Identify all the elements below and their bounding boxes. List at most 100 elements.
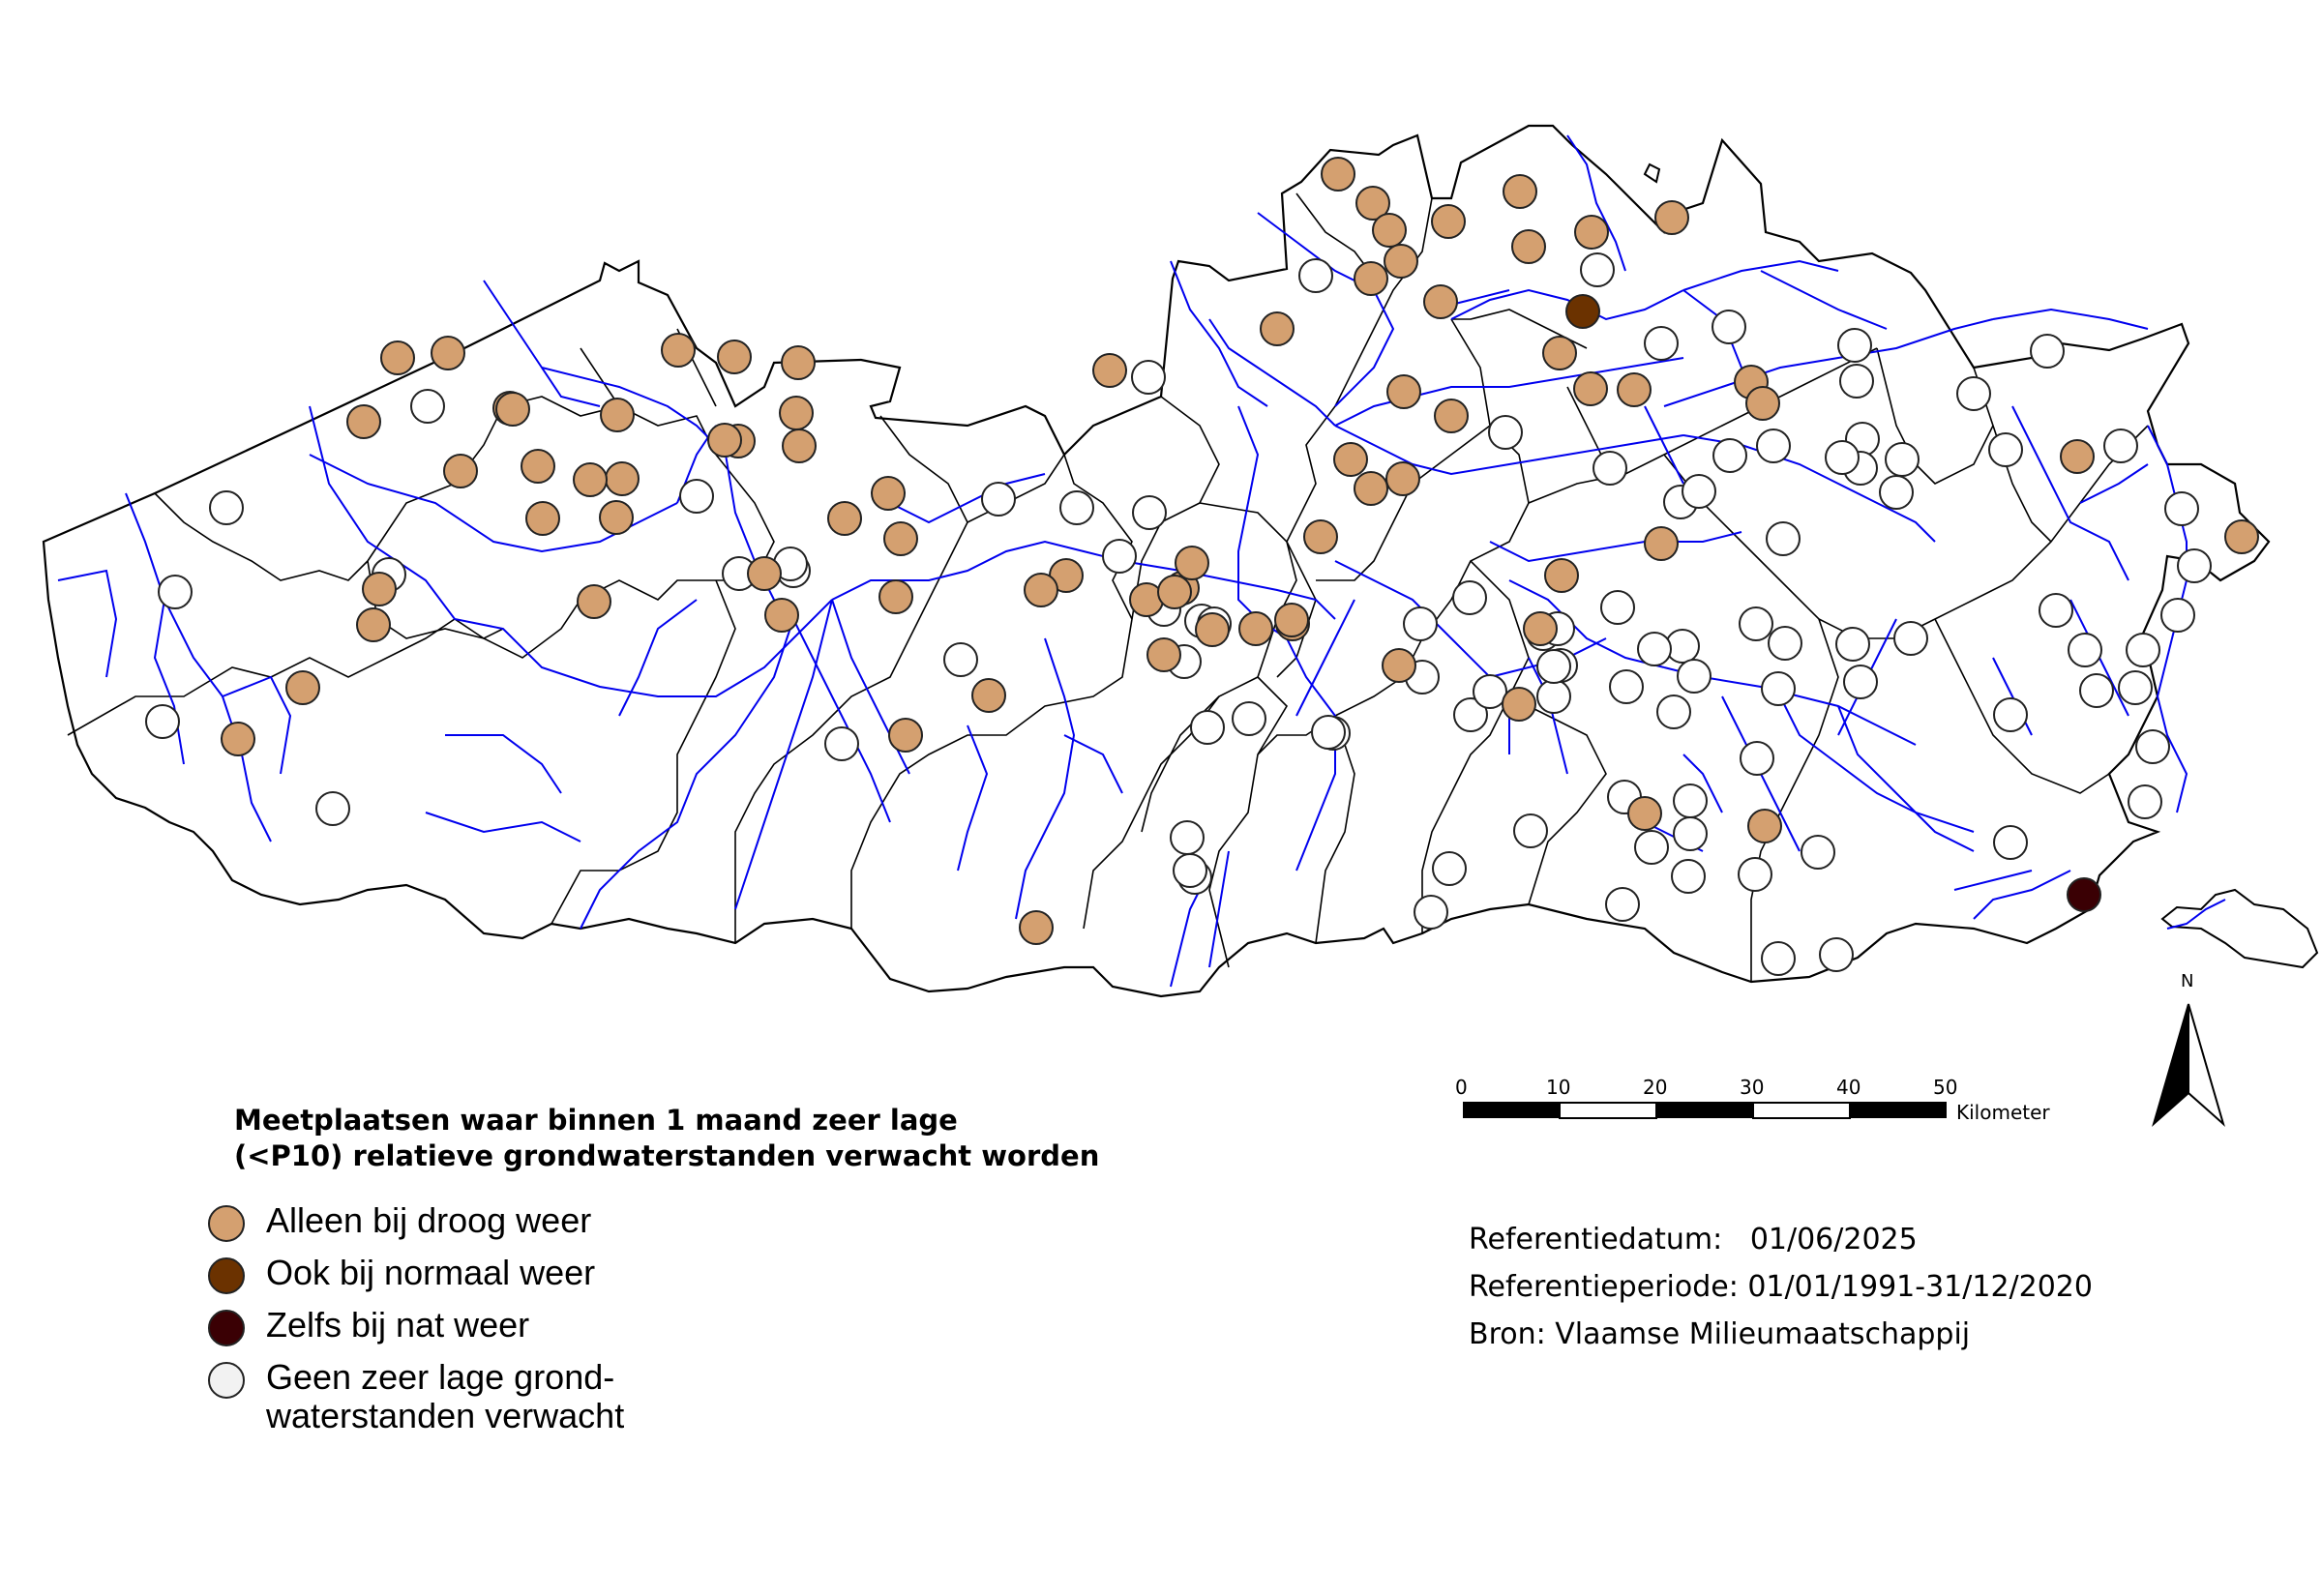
site-marker-geen xyxy=(1673,783,1708,818)
site-marker-geen xyxy=(943,642,978,677)
site-marker-droog xyxy=(443,454,478,488)
site-marker-droog xyxy=(431,336,465,370)
site-marker-geen xyxy=(1885,442,1920,477)
site-marker-geen xyxy=(2068,633,2102,667)
scale-segment-5 xyxy=(1850,1103,1947,1118)
site-marker-geen xyxy=(1766,521,1801,556)
site-marker-geen xyxy=(1473,674,1507,709)
site-marker-normaal xyxy=(1565,294,1600,329)
site-marker-droog xyxy=(1617,372,1652,407)
site-marker-geen xyxy=(1513,813,1548,848)
site-marker-geen xyxy=(1740,741,1774,776)
site-marker-droog xyxy=(1146,637,1181,672)
site-marker-geen xyxy=(1488,415,1523,450)
north-arrow xyxy=(2152,1003,2225,1128)
site-marker-droog xyxy=(380,340,415,375)
site-marker-droog xyxy=(1274,603,1309,637)
site-marker-geen xyxy=(1761,941,1796,976)
site-marker-geen xyxy=(2126,633,2160,667)
site-marker-droog xyxy=(782,429,817,463)
site-marker-droog xyxy=(717,340,752,374)
site-marker-droog xyxy=(346,404,381,439)
site-marker-droog xyxy=(1385,461,1420,496)
legend-swatch-normaal xyxy=(208,1257,245,1294)
reference-date: Referentiedatum: 01/06/2025 xyxy=(1469,1223,1918,1256)
site-marker-geen xyxy=(679,479,714,514)
site-marker-geen xyxy=(1837,328,1872,363)
site-marker-droog xyxy=(1542,336,1577,370)
site-marker-geen xyxy=(1634,830,1669,865)
site-marker-droog xyxy=(661,333,696,368)
site-marker-geen xyxy=(1414,895,1448,930)
site-marker-geen xyxy=(209,490,244,525)
site-marker-droog xyxy=(1386,374,1421,409)
scale-bar xyxy=(1463,1102,1947,1119)
site-marker-geen xyxy=(1768,626,1802,661)
scale-tick-40: 40 xyxy=(1836,1076,1861,1099)
site-marker-geen xyxy=(1993,697,2028,732)
site-marker-geen xyxy=(1593,451,1627,486)
site-marker-droog xyxy=(1502,687,1536,722)
site-marker-geen xyxy=(1173,853,1207,888)
site-marker-nat xyxy=(2067,877,2101,912)
site-marker-geen xyxy=(1102,539,1137,574)
site-marker-geen xyxy=(1580,252,1615,287)
site-marker-geen xyxy=(2128,784,2162,819)
site-marker-droog xyxy=(1175,546,1209,580)
site-marker-droog xyxy=(781,345,816,380)
legend-label-geen: Geen zeer lage grond- waterstanden verwa… xyxy=(266,1357,625,1435)
site-marker-droog xyxy=(1644,526,1679,561)
site-marker-droog xyxy=(1372,213,1407,248)
site-marker-droog xyxy=(888,718,923,753)
legend-swatch-geen xyxy=(208,1362,245,1399)
site-marker-droog xyxy=(1745,386,1780,421)
site-marker-geen xyxy=(1536,679,1571,714)
site-marker-geen xyxy=(1988,432,2023,467)
site-marker-geen xyxy=(1656,695,1691,729)
site-marker-geen xyxy=(1839,364,1874,399)
legend-item-geen: Geen zeer lage grond- waterstanden verwa… xyxy=(208,1358,624,1435)
site-marker-geen xyxy=(1712,438,1747,473)
site-marker-droog xyxy=(221,722,255,756)
site-marker-droog xyxy=(1503,174,1537,209)
site-marker-droog xyxy=(971,678,1006,713)
site-marker-droog xyxy=(1654,200,1689,235)
site-marker-geen xyxy=(1819,937,1854,972)
site-marker-droog xyxy=(1195,612,1230,647)
site-marker-droog xyxy=(577,584,611,619)
site-marker-droog xyxy=(1333,442,1368,477)
site-marker-droog xyxy=(827,501,862,536)
site-marker-droog xyxy=(1747,809,1782,843)
site-marker-droog xyxy=(1523,611,1558,646)
scale-tick-50: 50 xyxy=(1933,1076,1958,1099)
site-marker-geen xyxy=(981,482,1016,517)
legend-title-line-2: (<P10) relatieve grondwaterstanden verwa… xyxy=(234,1139,1100,1172)
site-marker-geen xyxy=(1298,258,1333,293)
site-marker-geen xyxy=(2030,334,2065,369)
site-marker-geen xyxy=(158,575,193,609)
site-marker-droog xyxy=(521,449,555,484)
site-marker-droog xyxy=(1355,186,1390,221)
site-marker-droog xyxy=(764,598,799,633)
site-marker-geen xyxy=(1232,701,1266,736)
site-marker-geen xyxy=(1132,495,1167,530)
north-label: N xyxy=(2181,971,2194,991)
scale-segment-3 xyxy=(1656,1103,1753,1118)
site-marker-geen xyxy=(1059,490,1094,525)
source: Bron: Vlaamse Milieumaatschappij xyxy=(1469,1317,1971,1351)
site-marker-geen xyxy=(145,704,180,739)
site-marker-droog xyxy=(878,579,913,614)
legend-label-normaal: Ook bij normaal weer xyxy=(266,1253,596,1292)
site-marker-droog xyxy=(525,501,560,536)
site-marker-geen xyxy=(2160,598,2195,633)
site-marker-droog xyxy=(1321,157,1355,192)
scale-tick-10: 10 xyxy=(1546,1076,1571,1099)
site-marker-geen xyxy=(1453,697,1488,732)
legend-item-normaal: Ook bij normaal weer xyxy=(208,1254,595,1294)
site-marker-droog xyxy=(1238,611,1273,646)
site-marker-droog xyxy=(1574,215,1609,250)
site-marker-geen xyxy=(1131,360,1166,395)
site-marker-droog xyxy=(495,392,530,427)
site-marker-geen xyxy=(1825,440,1860,475)
site-marker-geen xyxy=(2103,429,2138,463)
